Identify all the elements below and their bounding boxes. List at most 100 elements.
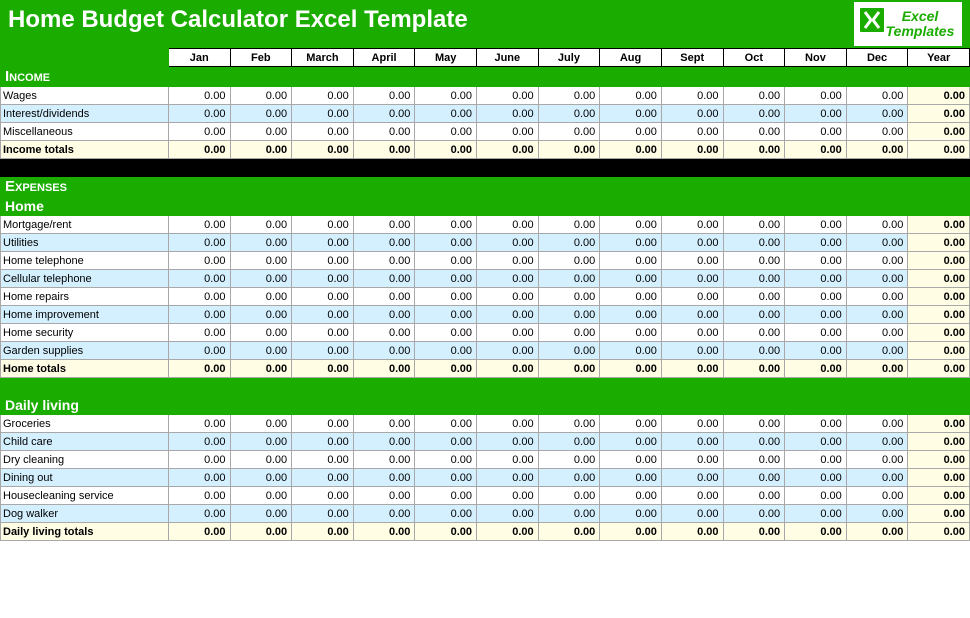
month-cell[interactable]: 0.00 [168,252,230,270]
month-cell[interactable]: 0.00 [168,87,230,105]
month-cell[interactable]: 0.00 [168,324,230,342]
month-cell[interactable]: 0.00 [846,270,908,288]
month-cell[interactable]: 0.00 [600,216,662,234]
month-cell[interactable]: 0.00 [292,288,354,306]
month-cell[interactable]: 0.00 [723,505,785,523]
month-cell[interactable]: 0.00 [415,252,477,270]
year-cell[interactable]: 0.00 [908,234,970,252]
year-cell[interactable]: 0.00 [908,324,970,342]
year-cell[interactable]: 0.00 [908,87,970,105]
month-cell[interactable]: 0.00 [230,451,292,469]
month-cell[interactable]: 0.00 [477,216,539,234]
month-cell[interactable]: 0.00 [661,234,723,252]
month-cell[interactable]: 0.00 [415,105,477,123]
month-cell[interactable]: 0.00 [168,451,230,469]
month-cell[interactable]: 0.00 [168,469,230,487]
month-cell[interactable]: 0.00 [353,505,415,523]
month-cell[interactable]: 0.00 [846,234,908,252]
month-cell[interactable]: 0.00 [477,342,539,360]
month-cell[interactable]: 0.00 [477,87,539,105]
year-cell[interactable]: 0.00 [908,433,970,451]
month-cell[interactable]: 0.00 [846,487,908,505]
month-cell[interactable]: 0.00 [353,87,415,105]
month-cell[interactable]: 0.00 [230,306,292,324]
month-cell[interactable]: 0.00 [292,487,354,505]
month-cell[interactable]: 0.00 [353,433,415,451]
month-cell[interactable]: 0.00 [600,487,662,505]
month-cell[interactable]: 0.00 [477,105,539,123]
month-cell[interactable]: 0.00 [353,324,415,342]
month-cell[interactable]: 0.00 [538,123,600,141]
year-cell[interactable]: 0.00 [908,451,970,469]
month-cell[interactable]: 0.00 [538,216,600,234]
month-cell[interactable]: 0.00 [292,234,354,252]
month-cell[interactable]: 0.00 [353,252,415,270]
month-cell[interactable]: 0.00 [538,234,600,252]
month-cell[interactable]: 0.00 [477,433,539,451]
year-cell[interactable]: 0.00 [908,270,970,288]
month-cell[interactable]: 0.00 [168,487,230,505]
month-cell[interactable]: 0.00 [538,342,600,360]
month-cell[interactable]: 0.00 [415,415,477,433]
month-cell[interactable]: 0.00 [600,469,662,487]
month-cell[interactable]: 0.00 [538,324,600,342]
month-cell[interactable]: 0.00 [168,306,230,324]
month-cell[interactable]: 0.00 [846,306,908,324]
month-cell[interactable]: 0.00 [785,342,847,360]
month-cell[interactable]: 0.00 [415,123,477,141]
month-cell[interactable]: 0.00 [538,451,600,469]
month-cell[interactable]: 0.00 [600,123,662,141]
year-cell[interactable]: 0.00 [908,288,970,306]
month-cell[interactable]: 0.00 [415,469,477,487]
month-cell[interactable]: 0.00 [477,234,539,252]
month-cell[interactable]: 0.00 [538,288,600,306]
month-cell[interactable]: 0.00 [168,234,230,252]
month-cell[interactable]: 0.00 [600,234,662,252]
month-cell[interactable]: 0.00 [477,451,539,469]
month-cell[interactable]: 0.00 [292,87,354,105]
year-cell[interactable]: 0.00 [908,216,970,234]
month-cell[interactable]: 0.00 [353,469,415,487]
month-cell[interactable]: 0.00 [600,451,662,469]
month-cell[interactable]: 0.00 [846,433,908,451]
month-cell[interactable]: 0.00 [292,306,354,324]
year-cell[interactable]: 0.00 [908,342,970,360]
month-cell[interactable]: 0.00 [477,252,539,270]
month-cell[interactable]: 0.00 [723,234,785,252]
month-cell[interactable]: 0.00 [600,342,662,360]
month-cell[interactable]: 0.00 [846,415,908,433]
year-cell[interactable]: 0.00 [908,469,970,487]
month-cell[interactable]: 0.00 [661,105,723,123]
month-cell[interactable]: 0.00 [230,433,292,451]
month-cell[interactable]: 0.00 [292,469,354,487]
month-cell[interactable]: 0.00 [661,216,723,234]
month-cell[interactable]: 0.00 [600,105,662,123]
month-cell[interactable]: 0.00 [415,487,477,505]
month-cell[interactable]: 0.00 [415,505,477,523]
month-cell[interactable]: 0.00 [600,505,662,523]
month-cell[interactable]: 0.00 [846,216,908,234]
year-cell[interactable]: 0.00 [908,105,970,123]
month-cell[interactable]: 0.00 [538,505,600,523]
month-cell[interactable]: 0.00 [600,433,662,451]
month-cell[interactable]: 0.00 [723,306,785,324]
month-cell[interactable]: 0.00 [353,306,415,324]
month-cell[interactable]: 0.00 [600,288,662,306]
month-cell[interactable]: 0.00 [415,234,477,252]
month-cell[interactable]: 0.00 [723,415,785,433]
month-cell[interactable]: 0.00 [846,469,908,487]
month-cell[interactable]: 0.00 [846,252,908,270]
month-cell[interactable]: 0.00 [785,505,847,523]
month-cell[interactable]: 0.00 [661,342,723,360]
month-cell[interactable]: 0.00 [538,105,600,123]
month-cell[interactable]: 0.00 [292,216,354,234]
month-cell[interactable]: 0.00 [538,487,600,505]
month-cell[interactable]: 0.00 [785,252,847,270]
month-cell[interactable]: 0.00 [353,487,415,505]
month-cell[interactable]: 0.00 [538,270,600,288]
month-cell[interactable]: 0.00 [292,252,354,270]
month-cell[interactable]: 0.00 [723,324,785,342]
month-cell[interactable]: 0.00 [846,123,908,141]
year-cell[interactable]: 0.00 [908,487,970,505]
month-cell[interactable]: 0.00 [292,342,354,360]
